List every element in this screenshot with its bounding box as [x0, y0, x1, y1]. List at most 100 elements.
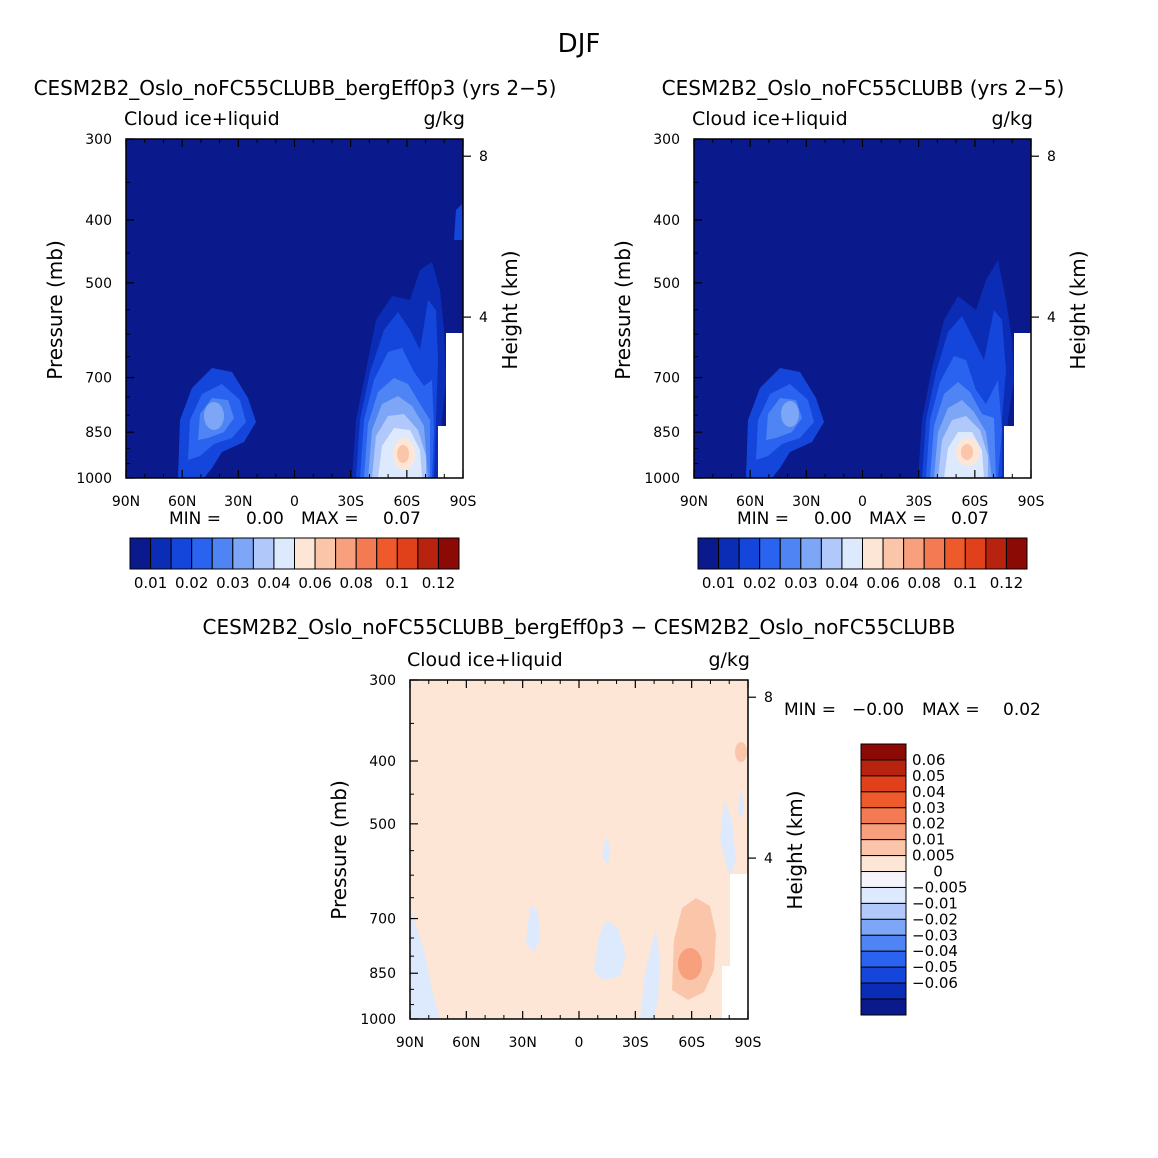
panel-control-contour-sh-9	[961, 444, 973, 460]
panel-difference-colorbar: 0.060.050.040.030.020.010.0050−0.005−0.0…	[860, 743, 968, 1016]
panel-difference-colorbar-box-2	[860, 775, 907, 793]
panel-control-xtick-label-0: 90N	[680, 494, 708, 510]
panel-control-colorbar-box-2	[738, 537, 761, 570]
panel-difference-colorbar-label-5: 0.01	[912, 831, 945, 849]
panel-difference-min-label: MIN =	[784, 700, 836, 720]
panel-test-colorbar-box-3	[191, 537, 213, 570]
panel-test-colorbar: 0.01 0.02 0.03 0.04 0.06 0.08 0.1 0.12	[129, 537, 460, 592]
panel-difference-neg-patch-5	[602, 836, 610, 866]
panel-difference-colorbar-label-12: −0.04	[912, 942, 958, 960]
panel-control-colorbar-box-7	[841, 537, 863, 570]
panel-test-units: g/kg	[423, 108, 465, 130]
panel-difference-colorbar-box-13	[860, 950, 907, 968]
panel-difference-units: g/kg	[708, 649, 750, 671]
panel-difference-title: CESM2B2_Oslo_noFC55CLUBB_bergEff0p3 − CE…	[203, 615, 956, 639]
panel-control-ytick-label-5: 1000	[644, 471, 680, 487]
panel-test-colorbar-label-5: 0.08	[339, 574, 372, 592]
panel-difference-neg-patch-2	[594, 920, 626, 980]
panel-difference-xtick-label-3: 0	[575, 1035, 584, 1051]
panel-control-title: CESM2B2_Oslo_noFC55CLUBB (yrs 2−5)	[662, 76, 1065, 100]
panel-test-ytick-label-2: 500	[85, 276, 112, 292]
panel-test-min-label: MIN =	[169, 509, 221, 529]
panel-control-colorbar-box-4	[779, 537, 802, 570]
panel-test-xtick-label-1: 60N	[168, 494, 196, 510]
panel-control-colorbar-label-0: 0.01	[702, 574, 735, 592]
figure-title: DJF	[558, 29, 601, 59]
panel-difference-neg-patch-1	[410, 900, 440, 1019]
panel-control-min-value: 0.00	[814, 509, 852, 529]
panel-difference-pos-patch-3	[735, 742, 747, 762]
panel-test-xtick-label-4: 30S	[337, 494, 364, 510]
panel-test-colorbar-box-7	[273, 537, 295, 570]
panel-control-colorbar-box-13	[964, 537, 987, 570]
panel-difference-colorbar-box-8	[860, 871, 907, 888]
panel-control-colorbar-label-1: 0.02	[743, 574, 776, 592]
panel-test-max-label: MAX =	[301, 509, 359, 529]
panel-test-contour-nh-4	[204, 402, 224, 430]
panel-test-colorbar-box-8	[294, 537, 316, 570]
panel-control-colorbar-box-11	[923, 537, 946, 570]
panel-control-ytick-label-0: 300	[653, 132, 680, 148]
panel-difference-colorbar-label-9: −0.01	[912, 894, 958, 912]
panel-difference-xtick-label-4: 30S	[622, 1035, 649, 1051]
panel-test-colorbar-box-4	[211, 537, 234, 570]
panel-test-colorbar-label-2: 0.03	[216, 574, 249, 592]
panel-test-xtick-label-3: 0	[290, 494, 299, 510]
panel-control-colorbar-box-8	[862, 537, 884, 570]
panel-test-xtick-label-2: 30N	[224, 494, 252, 510]
panel-test-plot-area	[126, 139, 463, 478]
panel-control-colorbar-label-7: 0.12	[990, 574, 1023, 592]
panel-difference-neg-patch-6	[720, 800, 736, 878]
panel-test-colorbar-box-0	[129, 537, 152, 570]
panel-difference-max-value: 0.02	[1003, 700, 1041, 720]
panel-control-colorbar-box-12	[944, 537, 966, 570]
panel-control-axes: 300 400 500 700 850 1000 8 4 90N 60N 30N 0 30S 60S 90S	[644, 132, 1056, 510]
panel-test-colorbar-box-15	[437, 537, 460, 570]
panel-test-title: CESM2B2_Oslo_noFC55CLUBB_bergEff0p3 (yrs…	[34, 76, 557, 100]
panel-control-ytick-label-1: 400	[653, 213, 680, 229]
panel-difference-colorbar-box-10	[860, 902, 907, 920]
panel-test-colorbar-box-12	[376, 537, 398, 570]
panel-test-colorbar-box-9	[314, 537, 337, 570]
panel-test-colorbar-label-1: 0.02	[175, 574, 208, 592]
panel-test-variable: Cloud ice+liquid	[124, 108, 280, 130]
panel-test-xtick-label-6: 90S	[450, 494, 477, 510]
panel-test-colorbar-label-4: 0.06	[298, 574, 331, 592]
panel-control-max-value: 0.07	[951, 509, 989, 529]
panel-difference-colorbar-label-14: −0.06	[912, 974, 958, 992]
panel-difference-min-value: −0.00	[852, 700, 904, 720]
panel-difference-colorbar-label-0: 0.06	[912, 751, 945, 769]
panel-difference-pos-patch-2	[678, 948, 702, 980]
panel-difference-ytick-label-4: 850	[369, 966, 396, 982]
panel-test-colorbar-label-6: 0.1	[385, 574, 409, 592]
panel-test-xtick-label-0: 90N	[112, 494, 140, 510]
panel-control-contour-nh-4	[781, 401, 799, 427]
panel-difference-colorbar-label-1: 0.05	[912, 767, 945, 785]
panel-control-ytick-label-3: 700	[653, 371, 680, 387]
panel-difference-colorbar-box-6	[860, 839, 907, 857]
panel-test-colorbar-label-3: 0.04	[257, 574, 290, 592]
panel-test-height-tick-label-0: 8	[479, 149, 488, 165]
panel-control-colorbar-label-3: 0.04	[825, 574, 858, 592]
panel-difference-max-label: MAX =	[922, 700, 980, 720]
panel-control-colorbar-box-1	[718, 537, 740, 570]
panel-difference-colorbar-label-3: 0.03	[912, 799, 945, 817]
panel-control-colorbar-box-14	[985, 537, 1007, 570]
panel-control-xtick-label-3: 0	[858, 494, 867, 510]
panel-test-ytick-label-3: 700	[85, 371, 112, 387]
panel-control-xtick-label-6: 90S	[1018, 494, 1045, 510]
panel-control-units: g/kg	[991, 108, 1033, 130]
panel-difference-colorbar-box-3	[860, 791, 907, 809]
panel-control-ylabel: Pressure (mb)	[611, 240, 635, 380]
panel-difference-xtick-label-1: 60N	[452, 1035, 480, 1051]
panel-test-colorbar-box-2	[170, 537, 193, 570]
panel-test-colorbar-box-13	[396, 537, 419, 570]
panel-control-variable: Cloud ice+liquid	[692, 108, 848, 130]
panel-control-height-tick-label-1: 4	[1047, 310, 1056, 326]
panel-test-missing-region	[438, 333, 463, 478]
panel-difference-colorbar-label-10: −0.02	[912, 910, 958, 928]
panel-control-colorbar-box-0	[697, 537, 720, 570]
panel-test-ytick-label-1: 400	[85, 213, 112, 229]
panel-test-colorbar-label-7: 0.12	[422, 574, 455, 592]
panel-difference-colorbar-box-7	[860, 855, 907, 873]
